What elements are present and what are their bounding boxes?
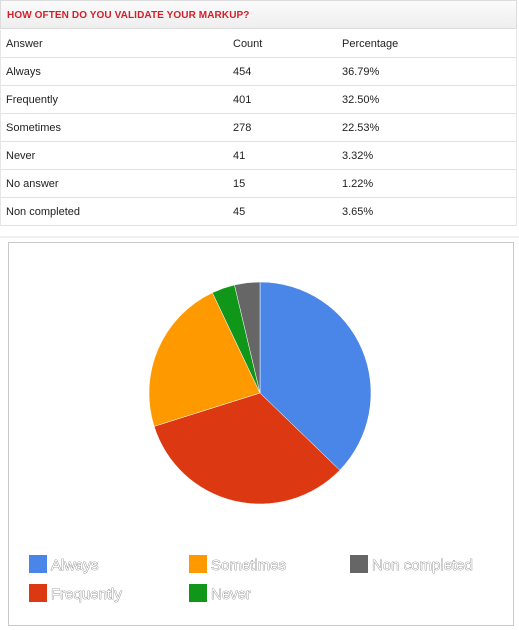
legend-swatch	[29, 584, 47, 602]
percentage-cell: 1.22%	[342, 178, 374, 190]
percentage-cell: 3.65%	[342, 206, 374, 218]
count-cell: 41	[233, 150, 246, 162]
legend-label: Sometimes	[211, 557, 286, 574]
pie-slice-always	[259, 281, 372, 471]
count-cell: 454	[233, 66, 252, 78]
legend-item-non-completed: Non completed	[350, 555, 473, 574]
survey-header: HOW OFTEN DO YOU VALIDATE YOUR MARKUP?	[0, 0, 517, 29]
pie-slice-sometimes	[148, 292, 261, 427]
legend-label: Never	[211, 586, 251, 603]
count-cell: 401	[233, 94, 252, 106]
answer-cell: No answer	[6, 178, 59, 190]
legend-swatch	[29, 555, 47, 573]
question-title: HOW OFTEN DO YOU VALIDATE YOUR MARKUP?	[7, 10, 250, 21]
pie-slice-frequently	[153, 392, 341, 505]
legend-swatch	[189, 555, 207, 573]
table-row: No answer 15 1.22%	[1, 170, 516, 198]
percentage-cell: 32.50%	[342, 94, 380, 106]
column-header-count: Count	[233, 38, 263, 50]
table-row: Sometimes 278 22.53%	[1, 114, 516, 142]
pie-slice-non-completed	[234, 281, 261, 394]
table-header-row: Answer Count Percentage	[1, 30, 516, 58]
table-row: Non completed 45 3.65%	[1, 198, 516, 226]
legend-swatch	[189, 584, 207, 602]
count-cell: 278	[233, 122, 252, 134]
legend-item-sometimes: Sometimes	[189, 555, 286, 574]
answer-cell: Frequently	[6, 94, 58, 106]
legend-swatch	[350, 555, 368, 573]
column-header-answer: Answer	[6, 38, 43, 50]
legend-item-always: Always	[29, 555, 99, 574]
pie-chart: Always Frequently Sometimes Never Non comple…	[29, 281, 473, 603]
count-cell: 15	[233, 178, 246, 190]
table-row: Frequently 401 32.50%	[1, 86, 516, 114]
answer-cell: Non completed	[6, 206, 80, 218]
column-header-percentage: Percentage	[342, 38, 399, 50]
table-row: Always 454 36.79%	[1, 58, 516, 86]
section-divider	[0, 236, 519, 238]
answer-cell: Never	[6, 150, 36, 162]
table-row: Never 41 3.32%	[1, 142, 516, 170]
legend-label: Frequently	[51, 586, 122, 603]
percentage-cell: 22.53%	[342, 122, 380, 134]
legend-item-never: Never	[189, 584, 251, 603]
pie-chart-panel: Always Frequently Sometimes Never Non comple…	[8, 242, 514, 626]
legend-item-frequently: Frequently	[29, 584, 123, 603]
count-cell: 45	[233, 206, 246, 218]
percentage-cell: 36.79%	[342, 66, 380, 78]
percentage-cell: 3.32%	[342, 150, 374, 162]
results-table: Answer Count Percentage Always 454 36.79…	[0, 30, 517, 226]
legend-label: Non completed	[372, 557, 473, 574]
legend-label: Always	[51, 557, 99, 574]
answer-cell: Sometimes	[6, 122, 62, 134]
answer-cell: Always	[6, 66, 41, 78]
